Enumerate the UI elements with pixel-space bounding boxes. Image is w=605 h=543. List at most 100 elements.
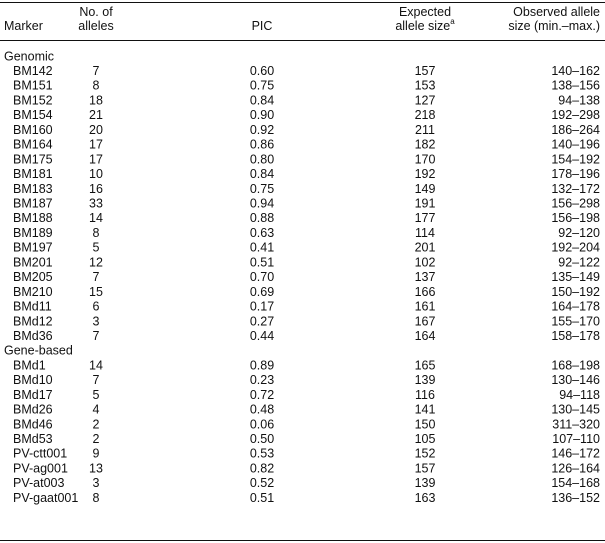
cell: 94–118 — [559, 388, 600, 402]
cell: 140–162 — [551, 64, 600, 78]
cell: 92–122 — [558, 255, 600, 269]
cell: 163 — [415, 491, 436, 505]
marker-name: BMd10 — [13, 373, 53, 387]
cell: 16 — [89, 182, 103, 196]
marker-name: BMd26 — [13, 403, 53, 417]
marker-name: PV-ctt001 — [13, 447, 67, 461]
section-title: Genomic — [4, 49, 54, 63]
cell: 0.44 — [250, 329, 274, 343]
cell: 0.75 — [250, 79, 274, 93]
cell: 6 — [93, 300, 100, 314]
marker-name: BM154 — [13, 108, 53, 122]
cell: 218 — [415, 108, 436, 122]
cell: 14 — [89, 358, 103, 372]
cell: 168–198 — [551, 358, 600, 372]
cell: 177 — [415, 211, 436, 225]
cell: 150–192 — [551, 285, 600, 299]
cell: 13 — [89, 461, 103, 475]
cell: 158–178 — [551, 329, 600, 343]
cell: 0.52 — [250, 476, 274, 490]
cell: 7 — [93, 270, 100, 284]
cell: 0.89 — [250, 358, 274, 372]
cell: 3 — [93, 314, 100, 328]
cell: 10 — [89, 167, 103, 181]
cell: 156–198 — [551, 211, 600, 225]
cell: 5 — [93, 241, 100, 255]
cell: 0.94 — [250, 196, 274, 210]
marker-name: BM201 — [13, 255, 53, 269]
cell: 135–149 — [551, 270, 600, 284]
cell: 8 — [93, 79, 100, 93]
marker-name: PV-at003 — [13, 476, 64, 490]
cell: 126–164 — [551, 461, 600, 475]
cell: 0.17 — [250, 300, 274, 314]
marker-name: BM189 — [13, 226, 53, 240]
cell: 178–196 — [551, 167, 600, 181]
cell: 201 — [415, 241, 436, 255]
cell: 2 — [93, 432, 100, 446]
marker-name: PV-ag001 — [13, 461, 68, 475]
cell: 149 — [415, 182, 436, 196]
cell: 0.84 — [250, 93, 274, 107]
cell: 107–110 — [552, 432, 600, 446]
cell: 152 — [415, 447, 436, 461]
cell: 130–145 — [551, 403, 600, 417]
cell: 164–178 — [551, 300, 600, 314]
cell: 139 — [415, 373, 436, 387]
marker-name: BM181 — [13, 167, 53, 181]
cell: 8 — [93, 226, 100, 240]
cell: 0.27 — [250, 314, 274, 328]
cell: 127 — [415, 93, 436, 107]
cell: 0.63 — [250, 226, 274, 240]
header-text: Expected — [399, 5, 451, 19]
header-text: Marker — [4, 19, 43, 33]
cell: 0.69 — [250, 285, 274, 299]
cell: 192–204 — [551, 241, 600, 255]
cell: 154–192 — [551, 152, 600, 166]
cell: 33 — [89, 196, 103, 210]
cell: 132–172 — [551, 182, 600, 196]
cell: 161 — [415, 300, 436, 314]
marker-name: BM151 — [13, 79, 53, 93]
cell: 141 — [415, 403, 436, 417]
cell: 92–120 — [558, 226, 600, 240]
cell: 137 — [415, 270, 436, 284]
cell: 311–320 — [552, 417, 600, 431]
header-text: Observed allele — [513, 5, 600, 19]
cell: 0.51 — [250, 491, 274, 505]
cell: 170 — [415, 152, 436, 166]
header-text: PIC — [252, 19, 273, 33]
cell: 155–170 — [551, 314, 600, 328]
section-title: Gene-based — [4, 344, 73, 358]
cell: 0.51 — [250, 255, 274, 269]
header-label: Marker — [4, 19, 43, 33]
header-text: size (min.–max.) — [508, 19, 600, 33]
cell: 2 — [93, 417, 100, 431]
cell: 17 — [89, 152, 103, 166]
marker-name: BM183 — [13, 182, 53, 196]
cell: 146–172 — [551, 447, 600, 461]
header-label: Observed allele — [513, 5, 600, 19]
cell: 0.82 — [250, 461, 274, 475]
marker-name: BM152 — [13, 93, 53, 107]
cell: 166 — [415, 285, 436, 299]
marker-name: BMd12 — [13, 314, 53, 328]
cell: 8 — [93, 491, 100, 505]
cell: 0.70 — [250, 270, 274, 284]
cell: 0.88 — [250, 211, 274, 225]
cell: 114 — [415, 226, 435, 240]
cell: 0.53 — [250, 447, 274, 461]
cell: 0.60 — [250, 64, 274, 78]
marker-name: BM188 — [13, 211, 53, 225]
cell: 18 — [89, 93, 103, 107]
footnote-mark: a — [450, 17, 455, 26]
cell: 0.80 — [250, 152, 274, 166]
cell: 186–264 — [551, 123, 600, 137]
cell: 7 — [93, 329, 100, 343]
cell: 0.84 — [250, 167, 274, 181]
cell: 0.48 — [250, 403, 274, 417]
cell: 17 — [89, 138, 103, 152]
cell: 139 — [415, 476, 436, 490]
marker-name: BM160 — [13, 123, 53, 137]
cell: 102 — [415, 255, 436, 269]
